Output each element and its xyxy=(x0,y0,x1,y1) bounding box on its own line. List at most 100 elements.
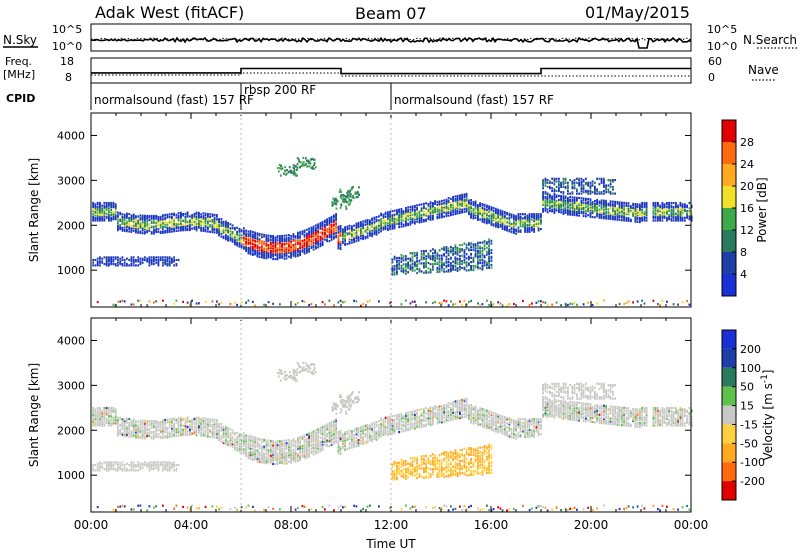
velocity-cell xyxy=(225,436,227,439)
velocity-cell xyxy=(132,423,135,427)
power-cell xyxy=(580,184,583,187)
velocity-cell xyxy=(159,420,162,423)
noise-right-tick-top: 10^5 xyxy=(707,23,737,36)
power-cell xyxy=(677,211,679,214)
velocity-cell xyxy=(148,428,151,431)
power-cell xyxy=(447,268,450,272)
power-cell xyxy=(348,242,351,245)
power-cell xyxy=(596,209,598,212)
power-cell xyxy=(425,270,427,273)
power-cell xyxy=(562,191,565,194)
velocity-cell xyxy=(99,411,101,414)
velocity-cell xyxy=(166,432,169,435)
power-cell xyxy=(141,258,144,262)
power-cell xyxy=(261,245,263,248)
power-cell xyxy=(236,303,238,306)
power-cell xyxy=(614,217,616,220)
power-cell xyxy=(443,246,445,249)
velocity-cell xyxy=(101,409,104,412)
power-cell xyxy=(308,237,310,240)
power-cell xyxy=(663,203,666,206)
power-cell xyxy=(459,203,461,206)
power-cell xyxy=(594,208,596,211)
power-cell xyxy=(184,219,187,222)
power-cell xyxy=(94,207,97,210)
velocity-cell xyxy=(213,421,216,424)
velocity-cell xyxy=(193,423,196,426)
power-cell xyxy=(441,266,443,269)
power-cell xyxy=(263,254,265,257)
power-cell xyxy=(351,236,353,239)
velocity-cell xyxy=(126,462,128,465)
power-cell xyxy=(481,264,484,267)
power-cell xyxy=(616,214,619,217)
power-cell xyxy=(420,256,423,260)
power-cell xyxy=(344,243,346,246)
power-cell xyxy=(479,218,481,221)
power-cell xyxy=(297,250,299,253)
power-cell xyxy=(553,201,556,204)
power-cell xyxy=(663,204,666,207)
power-cell xyxy=(542,191,544,194)
power-cell xyxy=(155,221,158,224)
velocity-cell xyxy=(135,433,137,436)
power-cell xyxy=(436,268,439,271)
power-cell xyxy=(495,210,497,213)
velocity-cell xyxy=(139,435,142,438)
power-cell xyxy=(312,229,315,232)
power-cell xyxy=(94,211,97,214)
power-cell xyxy=(177,217,180,220)
power-cell xyxy=(477,247,479,250)
power-cell xyxy=(355,240,358,243)
power-cell xyxy=(497,216,499,219)
power-cell xyxy=(337,237,340,240)
velocity-cell xyxy=(101,419,104,422)
power-cell xyxy=(360,234,362,237)
velocity-cell xyxy=(144,437,146,440)
power-cell xyxy=(418,267,421,270)
power-cell xyxy=(351,233,353,236)
velocity-cell xyxy=(182,432,184,435)
power-cell xyxy=(634,219,637,222)
power-cell xyxy=(429,218,432,221)
power-cell xyxy=(369,234,371,237)
power-cell xyxy=(387,224,389,227)
power-cell xyxy=(105,257,108,260)
power-cell xyxy=(186,220,189,223)
velocity-cell xyxy=(117,416,119,419)
power-cell xyxy=(533,223,535,227)
power-cell xyxy=(450,205,452,209)
power-cell xyxy=(632,209,634,212)
power-cell xyxy=(468,262,470,265)
power-cell xyxy=(432,207,434,210)
power-cell xyxy=(443,253,445,256)
power-cell xyxy=(535,217,538,220)
power-cell xyxy=(153,232,155,235)
power-cell xyxy=(162,299,164,302)
power-cell xyxy=(515,217,517,220)
power-cell xyxy=(308,250,310,253)
power-cell xyxy=(285,234,288,237)
power-cell xyxy=(423,256,425,259)
power-cell xyxy=(472,214,475,217)
power-cell xyxy=(645,210,648,213)
power-cell xyxy=(571,212,574,215)
power-cell xyxy=(427,212,430,215)
power-cell xyxy=(402,271,405,274)
power-cell xyxy=(549,205,551,209)
power-cell xyxy=(596,198,598,202)
power-cell xyxy=(452,210,454,213)
power-cell xyxy=(486,222,488,225)
power-cell xyxy=(407,271,409,274)
velocity-cell xyxy=(198,426,200,429)
power-cell xyxy=(594,202,596,205)
velocity-cell xyxy=(153,462,155,465)
power-cell xyxy=(567,199,569,202)
power-cell xyxy=(409,260,412,263)
power-cell xyxy=(488,264,490,267)
power-cell xyxy=(389,210,391,213)
power-cell xyxy=(569,204,571,207)
power-cell xyxy=(177,225,180,228)
power-cell xyxy=(330,215,333,218)
power-cell xyxy=(594,210,596,213)
